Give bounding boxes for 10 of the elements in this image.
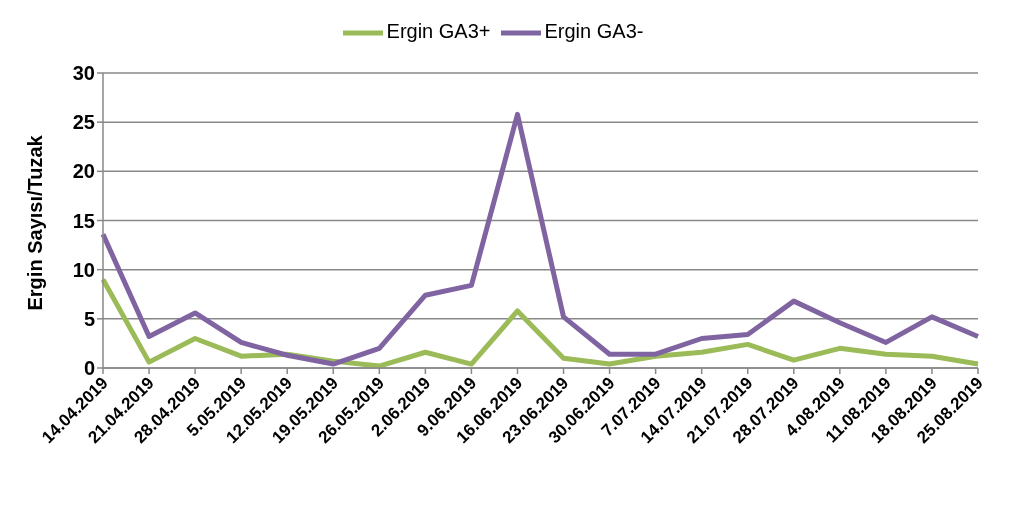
y-axis-title: Ergin Sayısı/Tuzak [24, 134, 47, 311]
legend-label: Ergin GA3+ [386, 20, 491, 43]
y-tick-label: 5 [83, 307, 95, 330]
legend-label: Ergin GA3- [544, 20, 644, 43]
y-tick-label: 15 [72, 209, 95, 232]
y-tick-label: 20 [72, 160, 95, 183]
y-tick-label: 30 [72, 62, 95, 85]
y-tick-label: 0 [83, 357, 95, 380]
y-tick-label: 25 [72, 111, 95, 134]
y-tick-label: 10 [72, 258, 95, 281]
